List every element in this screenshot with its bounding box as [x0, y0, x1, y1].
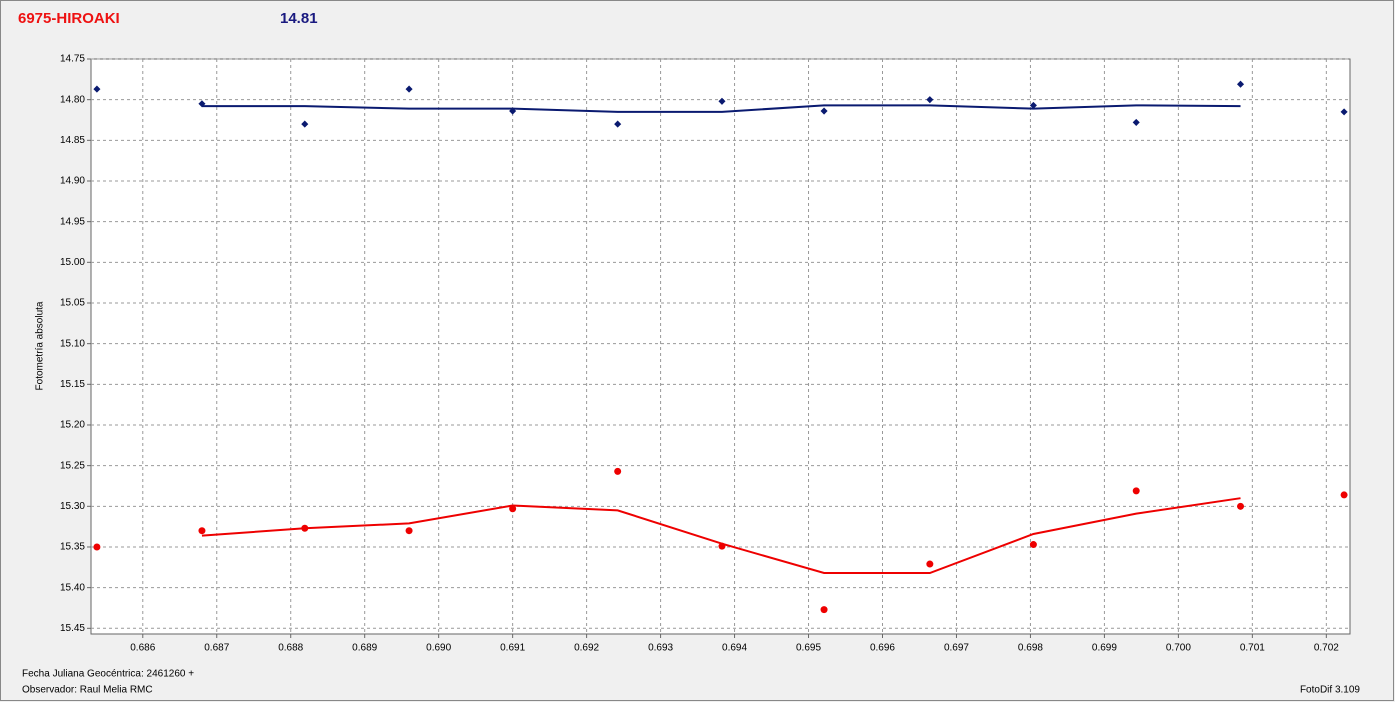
- y-tick-label: 15.15: [60, 379, 85, 390]
- y-tick-label: 15.40: [60, 582, 85, 593]
- y-tick-label: 14.95: [60, 216, 85, 227]
- y-tick-label: 15.30: [60, 501, 85, 512]
- data-point: [93, 85, 101, 93]
- y-tick-label: 14.85: [60, 135, 85, 146]
- x-tick-label: 0.686: [130, 643, 155, 654]
- x-tick-label: 0.692: [574, 643, 599, 654]
- data-point: [198, 527, 206, 535]
- y-tick-label: 15.00: [60, 257, 85, 268]
- data-point: [926, 560, 934, 568]
- x-tick-label: 0.690: [426, 643, 451, 654]
- data-point: [93, 543, 101, 551]
- plot-area: [90, 58, 1351, 635]
- data-point: [405, 527, 413, 535]
- observer: Observador: Raul Melia RMC: [22, 685, 153, 696]
- data-point: [926, 96, 934, 104]
- x-tick-label: 0.695: [796, 643, 821, 654]
- fit-line: [201, 497, 1241, 575]
- fit-line: [201, 104, 1241, 113]
- y-tick-label: 14.80: [60, 94, 85, 105]
- x-tick-label: 0.698: [1018, 643, 1043, 654]
- chart-title: 6975-HIROAKI: [18, 10, 120, 27]
- x-tick-label: 0.697: [944, 643, 969, 654]
- y-tick-label: 15.20: [60, 420, 85, 431]
- x-tick-label: 0.693: [648, 643, 673, 654]
- x-tick-label: 0.701: [1240, 643, 1265, 654]
- data-point: [614, 467, 622, 475]
- data-point: [820, 606, 828, 614]
- data-point: [718, 97, 726, 105]
- x-axis-label: Fecha Juliana Geocéntrica: 2461260 +: [22, 669, 194, 680]
- y-tick-label: 15.45: [60, 623, 85, 634]
- data-point: [1340, 491, 1348, 499]
- x-tick-label: 0.699: [1092, 643, 1117, 654]
- data-point: [509, 505, 517, 513]
- data-point: [301, 120, 309, 128]
- data-point: [820, 107, 828, 115]
- data-point: [1029, 541, 1037, 549]
- x-tick-label: 0.700: [1166, 643, 1191, 654]
- x-tick-label: 0.687: [204, 643, 229, 654]
- y-axis-label: Fotometría absoluta: [35, 301, 46, 390]
- y-tick-label: 15.25: [60, 460, 85, 471]
- software: FotoDif 3.109: [1300, 685, 1360, 696]
- x-tick-label: 0.694: [722, 643, 747, 654]
- x-tick-label: 0.689: [352, 643, 377, 654]
- y-tick-label: 15.05: [60, 298, 85, 309]
- x-tick-label: 0.696: [870, 643, 895, 654]
- y-tick-label: 14.90: [60, 176, 85, 187]
- chart-subtitle: 14.81: [280, 10, 318, 27]
- y-tick-label: 14.75: [60, 54, 85, 65]
- y-tick-label: 15.35: [60, 542, 85, 553]
- data-point: [1237, 502, 1245, 510]
- data-point: [1132, 487, 1140, 495]
- x-tick-label: 0.688: [278, 643, 303, 654]
- x-tick-label: 0.691: [500, 643, 525, 654]
- x-tick-label: 0.702: [1314, 643, 1339, 654]
- data-point: [614, 120, 622, 128]
- data-point: [405, 85, 413, 93]
- y-tick-label: 15.10: [60, 338, 85, 349]
